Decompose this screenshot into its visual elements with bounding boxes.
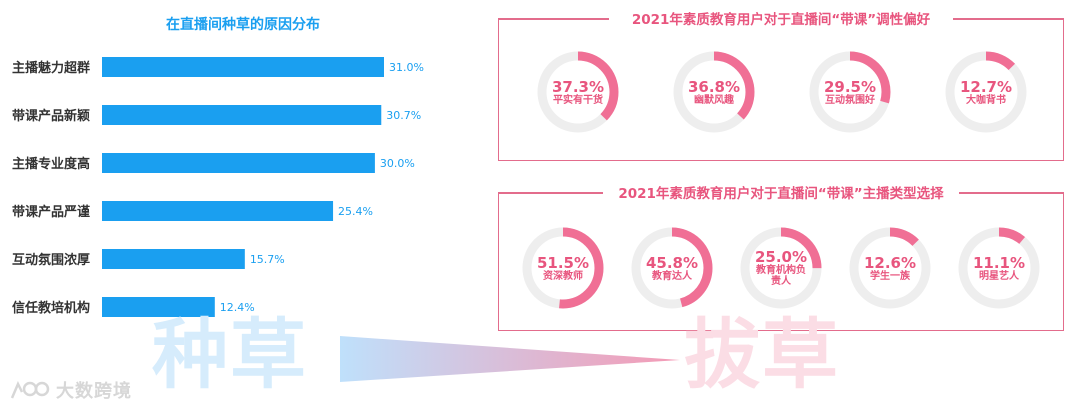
- donut-label: 平实有干货: [553, 94, 603, 106]
- donut-label: 明星艺人: [979, 270, 1019, 282]
- bar-value-label: 31.0%: [389, 61, 424, 74]
- donut-chart: 25.0% 教育机构负责人: [739, 226, 823, 310]
- donut-label: 大咖背书: [966, 94, 1006, 106]
- donut-value: 36.8%: [687, 77, 741, 96]
- donut-arc: [537, 51, 619, 133]
- donut-value: 12.6%: [863, 253, 917, 272]
- donut-arc: [631, 227, 713, 309]
- bar: [102, 249, 245, 269]
- watermark: 大数跨境: [8, 376, 132, 404]
- donut-value: 11.1%: [972, 253, 1026, 272]
- donut-arc: [849, 227, 931, 309]
- bar: [102, 297, 215, 317]
- donut-label: 教育机构负责人: [756, 265, 806, 287]
- bar-category-label: 信任教培机构: [12, 300, 90, 316]
- big-word-right: 拔草: [684, 310, 840, 399]
- reason-bar-chart: 主播魅力超群 31.0% 带课产品新颖 30.7% 主播专业度高 30.0% 带课产品严谨 2…: [12, 57, 424, 317]
- donut-text: 45.8% 教育达人: [630, 226, 714, 310]
- donut-chart: 12.6% 学生一族: [848, 226, 932, 310]
- donut-value: 37.3%: [551, 77, 605, 96]
- donut-value: 25.0%: [754, 248, 808, 266]
- tone-preference-panel: 2021年素质教育用户对于直播间“带课”调性偏好: [498, 12, 1064, 161]
- bar: [102, 105, 382, 125]
- donut-arc: [809, 51, 891, 133]
- donut-value: 12.7%: [959, 77, 1013, 96]
- donut-value: 51.5%: [536, 253, 590, 272]
- donut-arc: [673, 51, 755, 133]
- bar-value-label: 25.4%: [338, 205, 373, 218]
- bar-value-label: 30.0%: [380, 157, 415, 170]
- host-panel-title: 2021年素质教育用户对于直播间“带课”主播类型选择: [618, 186, 944, 202]
- donut-label: 互动氛围好: [825, 94, 875, 106]
- donut-text: 51.5% 资深教师: [521, 226, 605, 310]
- bar-category-label: 互动氛围浓厚: [12, 252, 90, 268]
- donut-arc: [522, 227, 604, 309]
- bar: [102, 153, 375, 173]
- donut-chart: 36.8% 幽默风趣: [672, 50, 756, 134]
- bar: [102, 201, 334, 221]
- donut-text: 36.8% 幽默风趣: [672, 50, 756, 134]
- bar-value-label: 15.7%: [250, 253, 285, 266]
- bar-value-label: 30.7%: [386, 109, 421, 122]
- donut-chart: 29.5% 互动氛围好: [808, 50, 892, 134]
- bar-category-label: 主播魅力超群: [12, 60, 90, 76]
- donut-arc: [958, 227, 1040, 309]
- donut-text: 25.0% 教育机构负责人: [739, 226, 823, 310]
- donut-arc: [945, 51, 1027, 133]
- donut-label: 教育达人: [652, 270, 692, 282]
- donut-chart: 37.3% 平实有干货: [536, 50, 620, 134]
- donut-chart: 45.8% 教育达人: [630, 226, 714, 310]
- donut-text: 12.7% 大咖背书: [944, 50, 1028, 134]
- donut-value: 29.5%: [823, 77, 877, 96]
- donut-chart: 11.1% 明星艺人: [957, 226, 1041, 310]
- donut-label: 幽默风趣: [694, 94, 734, 106]
- donut-text: 37.3% 平实有干货: [536, 50, 620, 134]
- donut-chart: 12.7% 大咖背书: [944, 50, 1028, 134]
- watermark-text: 大数跨境: [56, 381, 132, 402]
- host-type-panel: 2021年素质教育用户对于直播间“带课”主播类型选择: [498, 186, 1064, 331]
- donut-value: 45.8%: [645, 253, 699, 272]
- bar-chart-title: 在直播间种草的原因分布: [166, 17, 320, 33]
- bar: [102, 57, 384, 77]
- bar-category-label: 主播专业度高: [12, 156, 90, 172]
- donut-text: 29.5% 互动氛围好: [808, 50, 892, 134]
- donut-arc: [740, 227, 822, 309]
- bar-category-label: 带课产品新颖: [12, 108, 90, 124]
- brand-logo-icon: [10, 381, 50, 399]
- gradient-wedge: [340, 336, 680, 382]
- bar-value-label: 12.4%: [220, 301, 255, 314]
- donut-label: 学生一族: [870, 270, 910, 282]
- donut-chart: 51.5% 资深教师: [521, 226, 605, 310]
- donut-text: 12.6% 学生一族: [848, 226, 932, 310]
- bar-category-label: 带课产品严谨: [12, 204, 90, 220]
- big-word-left: 种草: [152, 310, 308, 399]
- tone-panel-title: 2021年素质教育用户对于直播间“带课”调性偏好: [631, 12, 931, 28]
- donut-label: 资深教师: [543, 270, 583, 282]
- donut-text: 11.1% 明星艺人: [957, 226, 1041, 310]
